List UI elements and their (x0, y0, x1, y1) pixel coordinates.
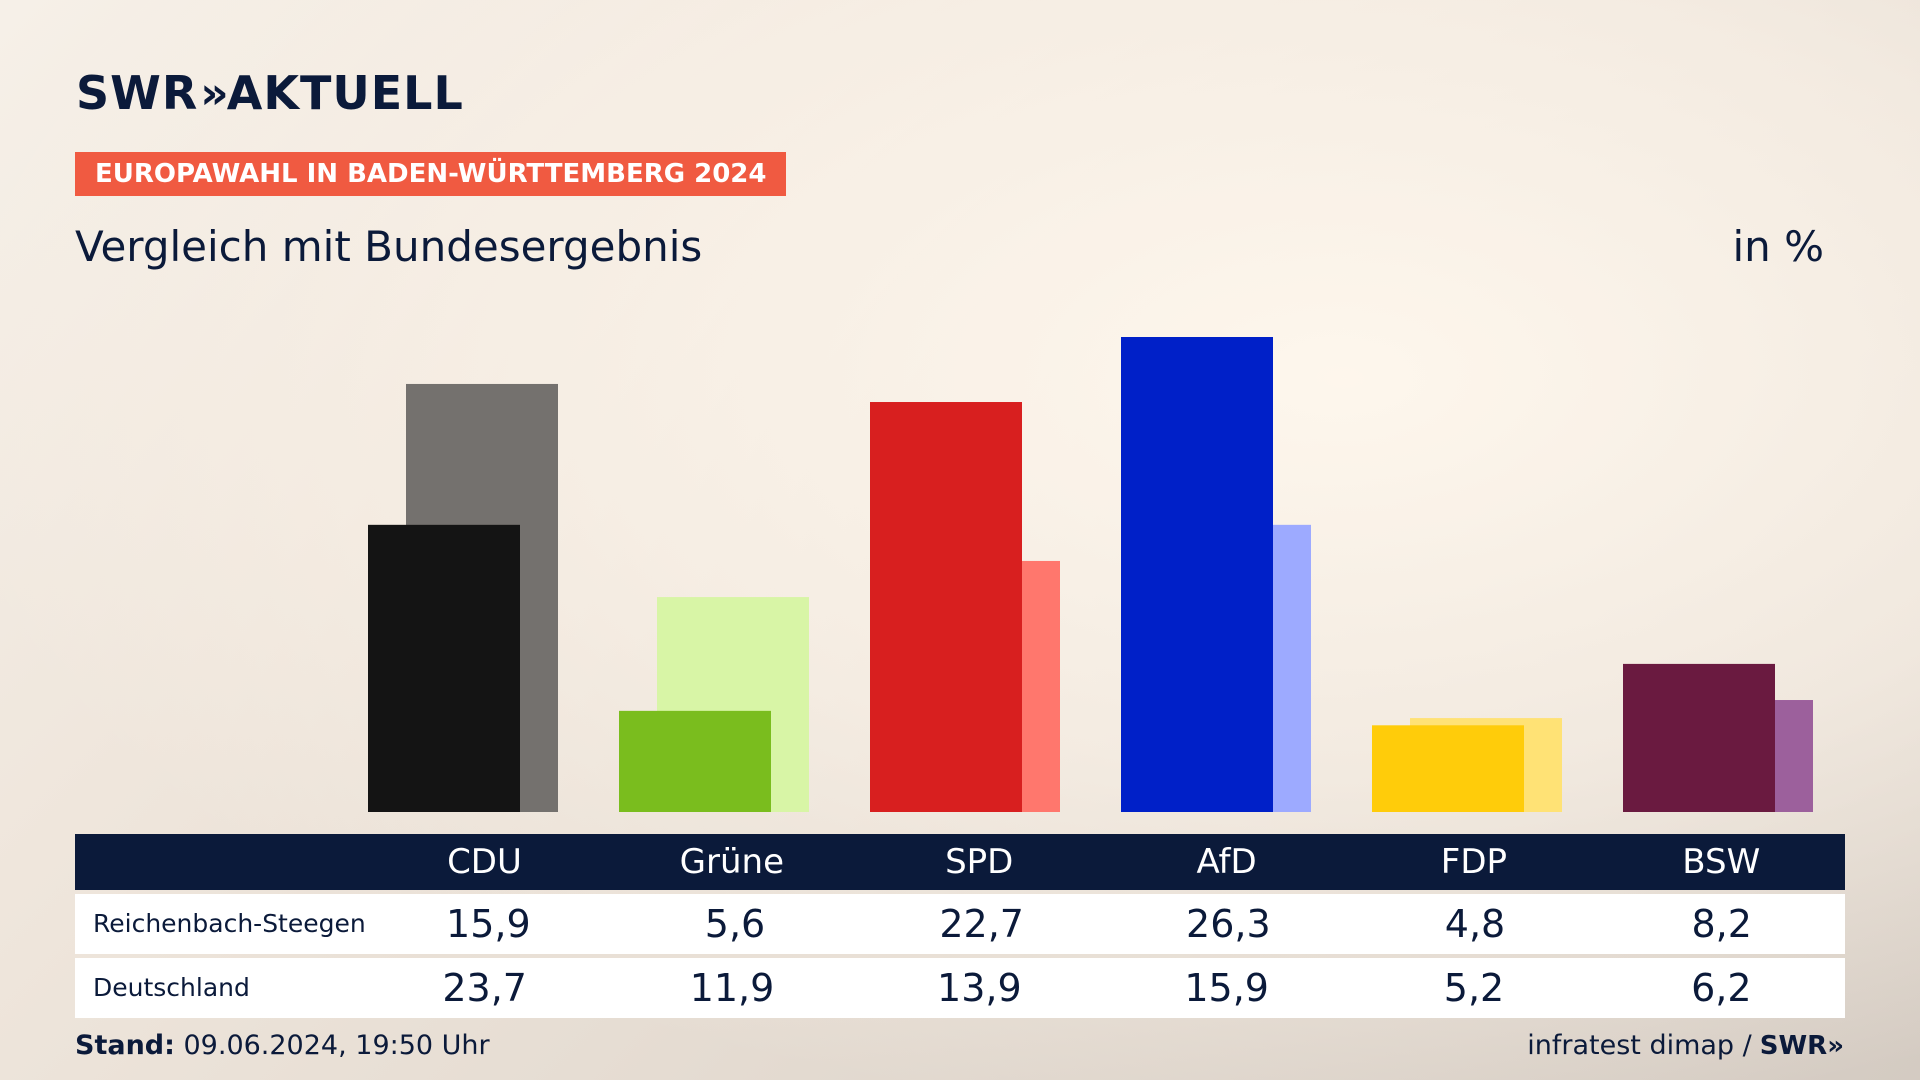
table-cell: 5,2 (1443, 966, 1505, 1010)
party-header-gruene: Grüne (679, 842, 784, 882)
table-cell: 26,3 (1186, 902, 1271, 946)
election-badge: EUROPAWAHL IN BADEN-WÜRTTEMBERG 2024 (75, 152, 787, 196)
source-text: infratest dimap / (1527, 1030, 1752, 1061)
bar-chart (368, 337, 1813, 812)
table-cell: 15,9 (446, 902, 531, 946)
table-cell: 22,7 (939, 902, 1024, 946)
swr-aktuell-logo: SWR » AKTUELL (76, 66, 464, 120)
table-cell: 11,9 (689, 966, 775, 1010)
bar-gruene-local (619, 710, 771, 812)
bar-afd-local (1121, 337, 1273, 812)
bar-spd-local (870, 402, 1022, 812)
table-header: CDU Grüne SPD AfD FDP BSW (75, 834, 1845, 890)
timestamp: Stand: 09.06.2024, 19:50 Uhr (75, 1030, 490, 1061)
stand-value: 09.06.2024, 19:50 Uhr (174, 1030, 490, 1061)
header-spacer (75, 834, 361, 890)
table-cell: 5,6 (704, 902, 766, 946)
party-header-afd: AfD (1196, 842, 1257, 882)
stand-label: Stand: (75, 1030, 175, 1061)
table-cell: 13,9 (937, 966, 1022, 1010)
party-header-spd: SPD (945, 842, 1014, 882)
table-cell: 8,2 (1691, 902, 1752, 946)
table-row-national: Deutschland 23,7 11,9 13,9 15,9 5,2 6,2 (75, 958, 1845, 1018)
party-header-cdu: CDU (447, 842, 522, 882)
table-cell: 15,9 (1184, 966, 1269, 1010)
table-cell: 23,7 (442, 966, 527, 1010)
bar-fdp-local (1372, 725, 1524, 812)
table-cell: 4,8 (1444, 902, 1506, 946)
row-label: Reichenbach-Steegen (93, 909, 366, 938)
results-table: CDU Grüne SPD AfD FDP BSW Reichenbach-St… (75, 834, 1845, 1018)
page-title: Vergleich mit Bundesergebnis (75, 222, 703, 271)
bar-bsw-local (1623, 663, 1775, 812)
table-row-local: Reichenbach-Steegen 15,9 5,6 22,7 26,3 4… (75, 894, 1845, 954)
party-header-bsw: BSW (1682, 842, 1761, 882)
party-header-fdp: FDP (1440, 842, 1508, 882)
unit-label: in % (1732, 222, 1824, 271)
bar-cdu-local (368, 524, 520, 812)
logo-suffix: AKTUELL (226, 66, 464, 120)
row-label: Deutschland (93, 973, 250, 1002)
swr-mini-logo: SWR» (1759, 1030, 1844, 1061)
source-credit: infratest dimap / SWR» (1527, 1030, 1844, 1061)
logo-main: SWR (76, 66, 199, 120)
table-cell: 6,2 (1691, 966, 1752, 1010)
